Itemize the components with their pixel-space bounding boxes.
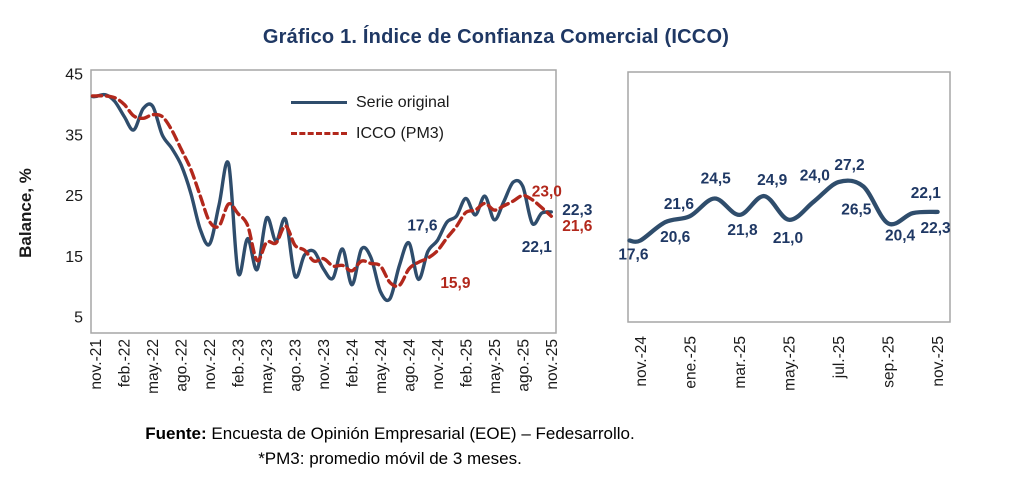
x-axis-tick-label: nov.-24 [633, 336, 650, 387]
x-axis-tick-label: nov.-22 [202, 339, 219, 390]
data-label: 21,6 [562, 218, 593, 235]
legend: Serie original ICCO (PM3) [291, 87, 449, 149]
x-axis-tick-label: nov.-23 [316, 339, 333, 390]
x-axis-tick-label: nov.-24 [430, 339, 447, 390]
legend-item-serie-original: Serie original [291, 87, 449, 118]
x-axis-tick-label: ago.-24 [401, 339, 418, 392]
dashed-line-swatch [291, 132, 347, 135]
data-label: 23,0 [532, 184, 562, 201]
right-series-path [627, 178, 940, 244]
data-label: 17,6 [407, 218, 438, 235]
y-axis-tick-label: 25 [65, 188, 83, 205]
x-axis-tick-label: mar.-25 [732, 336, 749, 389]
x-axis-tick-label: may.-23 [259, 339, 276, 394]
data-label: 20,4 [885, 227, 916, 244]
x-axis-tick-label: may.-25 [487, 339, 504, 394]
data-label: 21,6 [664, 196, 695, 213]
data-label: 21,8 [727, 222, 758, 239]
x-axis-tick-label: nov.-21 [88, 339, 105, 390]
data-label: 24,5 [701, 171, 732, 188]
legend-label-serie-original: Serie original [356, 93, 450, 111]
data-label: 21,0 [773, 230, 803, 247]
x-axis-tick-label: ene.-25 [682, 336, 699, 389]
y-axis-tick-label: 45 [65, 67, 83, 84]
footer: Fuente: Encuesta de Opinión Empresarial … [0, 421, 780, 471]
x-axis-tick-label: feb.-25 [458, 339, 475, 387]
x-axis-tick-label: may.-25 [782, 336, 799, 391]
x-axis-tick-label: feb.-24 [345, 339, 362, 388]
legend-label-icco-pm3: ICCO (PM3) [356, 124, 444, 142]
x-axis-tick-label: ago.-25 [515, 339, 532, 392]
data-label: 22,1 [911, 185, 942, 202]
data-label: 22,3 [921, 220, 952, 237]
x-axis-tick-label: nov.-25 [544, 339, 561, 390]
solid-line-swatch [291, 101, 347, 104]
source-line: Fuente: Encuesta de Opinión Empresarial … [0, 421, 780, 446]
x-axis-tick-label: sep.-25 [881, 336, 898, 388]
y-axis-tick-label: 15 [65, 249, 83, 266]
data-label: 17,6 [618, 247, 649, 264]
left-plot-border [90, 69, 557, 334]
x-axis-tick-label: ago.-23 [288, 339, 305, 392]
data-label: 24,9 [757, 172, 788, 189]
data-label: 22,3 [562, 202, 593, 219]
source-text: Encuesta de Opinión Empresarial (EOE) – … [206, 424, 635, 443]
data-label: 22,1 [522, 239, 553, 256]
data-label: 26,5 [841, 201, 872, 218]
y-axis-tick-label: 35 [65, 127, 83, 144]
x-axis-tick-label: feb.-23 [231, 339, 248, 387]
serie-original-path [90, 92, 553, 303]
data-label: 20,6 [660, 229, 691, 246]
x-axis-tick-label: feb.-22 [117, 339, 134, 387]
right-plot-border [627, 71, 951, 323]
data-label: 15,9 [440, 275, 471, 292]
x-axis-tick-label: jul.-25 [831, 336, 848, 379]
x-axis-tick-label: nov.-25 [930, 336, 947, 387]
icco-pm3-path [90, 94, 553, 289]
x-axis-tick-label: may.-22 [145, 339, 162, 394]
source-label: Fuente: [145, 424, 207, 443]
data-label: 27,2 [834, 157, 864, 174]
data-label: 24,0 [800, 168, 830, 185]
y-axis-title: Balance, % [16, 168, 35, 258]
pm3-note: *PM3: promedio móvil de 3 meses. [258, 449, 522, 468]
legend-item-icco-pm3: ICCO (PM3) [291, 118, 449, 149]
x-axis-tick-label: ago.-22 [174, 339, 191, 392]
x-axis-tick-label: may.-24 [373, 339, 390, 394]
y-axis-tick-label: 5 [74, 310, 83, 327]
chart-title: Gráfico 1. Índice de Confianza Comercial… [262, 26, 730, 48]
